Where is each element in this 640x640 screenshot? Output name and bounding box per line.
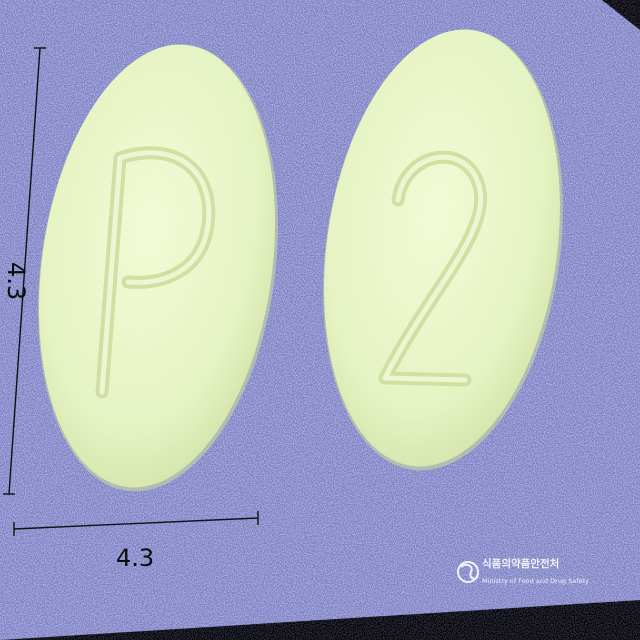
watermark-korean: 식품의약품안전처	[482, 557, 559, 570]
height-dimension-line	[3, 47, 46, 495]
watermark-english: Ministry of Food and Drug Safety	[482, 577, 589, 585]
width-label: 4.3	[116, 544, 154, 572]
mfds-watermark: 식품의약품안전처 Ministry of Food and Drug Safet…	[457, 557, 589, 585]
mfds-logo-icon	[457, 561, 479, 583]
pill-front: P	[37, 44, 279, 492]
pill-back: 2	[323, 29, 563, 471]
width-dimension-line	[13, 511, 259, 536]
height-label: 4.3	[2, 262, 30, 300]
